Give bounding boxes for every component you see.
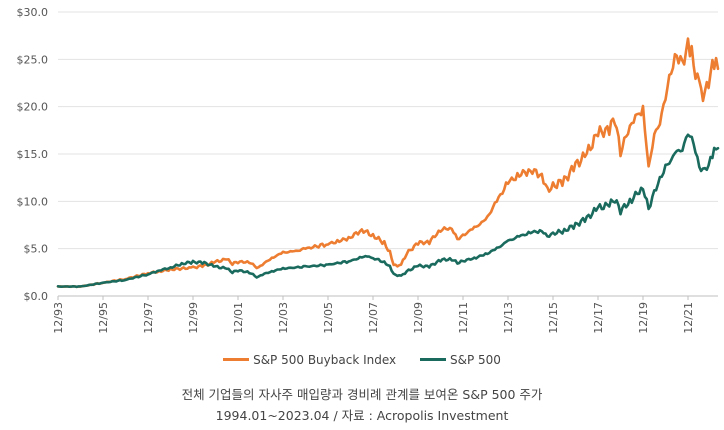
legend: S&P 500 Buyback Index S&P 500 [0,350,724,367]
x-tick-label: 12/11 [457,302,470,334]
x-tick-label: 12/97 [142,302,155,334]
y-axis-tick-labels: $0.0 $5.0 $10.0 $15.0 $20.0 $25.0 $30.0 [17,6,49,303]
chart-caption: 전체 기업들의 자사주 매입량과 경비례 관계를 보여온 S&P 500 주가 [181,387,543,402]
y-tick-label: $25.0 [17,53,49,66]
series-lines [56,37,720,289]
x-tick-label: 12/19 [637,302,650,334]
x-tick-label: 12/03 [277,302,290,334]
legend-swatch-buyback [223,358,250,361]
x-tick-label: 12/13 [502,302,515,334]
y-tick-label: $20.0 [17,101,49,114]
legend-item-sp500[interactable]: S&P 500 [419,352,501,367]
legend-swatch-sp500 [419,358,446,361]
series-line-buyback [56,37,720,289]
y-tick-label: $15.0 [17,148,49,161]
x-tick-label: 12/95 [97,302,110,334]
x-tick-label: 12/07 [367,302,380,334]
legend-label-sp500: S&P 500 [449,352,501,367]
x-tick-label: 12/93 [52,302,65,334]
legend-label-buyback: S&P 500 Buyback Index [253,352,397,367]
line-chart: $0.0$5.0$10.0$15.0$20.0$25.0$30.0 12/93 1… [17,6,720,334]
x-tick-label: 12/01 [232,302,245,334]
y-tick-label: $5.0 [24,243,49,256]
series-line-sp500 [56,133,720,289]
chart-source: 1994.01~2023.04 / 자료 : Acropolis Investm… [215,408,509,423]
x-tick-label: 12/17 [592,302,605,334]
y-tick-label: $0.0 [24,290,49,303]
x-axis-tick-labels: 12/93 12/95 12/97 12/99 12/01 12/03 12/05 12/07… [52,296,695,334]
x-tick-label: 12/21 [682,302,695,334]
x-tick-label: 12/15 [547,302,560,334]
legend-item-buyback[interactable]: S&P 500 Buyback Index [223,353,396,367]
x-tick-label: 12/09 [412,302,425,334]
x-tick-label: 12/99 [187,302,200,334]
y-tick-label: $10.0 [17,195,49,208]
gridlines [58,11,718,297]
x-tick-label: 12/05 [322,302,335,334]
y-tick-label: $30.0 [17,6,49,19]
